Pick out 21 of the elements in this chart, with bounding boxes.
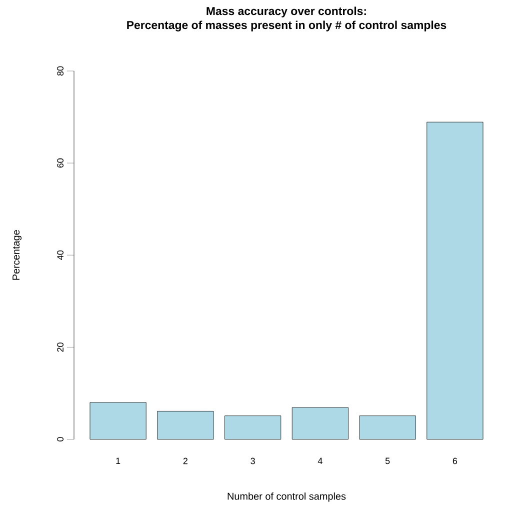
bar — [157, 411, 214, 440]
x-tick-label: 1 — [116, 458, 120, 464]
x-tick-label: 6 — [452, 458, 458, 464]
x-tick-label: 5 — [385, 458, 390, 464]
chart-subtitle: Percentage of masses present in only # of control samples — [127, 20, 446, 32]
bar — [359, 416, 416, 440]
y-tick-label: 20 — [57, 342, 64, 352]
y-tick-label: 40 — [57, 250, 64, 260]
y-tick-label: 0 — [57, 437, 64, 442]
y-axis-title: Percentage — [12, 230, 22, 280]
x-tick-label: 2 — [183, 458, 188, 464]
chart-title: Mass accuracy over controls: — [206, 6, 366, 18]
x-tick-label: 3 — [250, 458, 255, 464]
y-tick-label: 80 — [57, 66, 64, 76]
y-tick-label: 60 — [57, 158, 64, 168]
x-tick-label: 4 — [318, 458, 322, 464]
bar — [292, 407, 348, 440]
bar — [90, 402, 146, 440]
x-axis-title: Number of control samples — [228, 492, 346, 502]
bar — [224, 416, 282, 440]
bar — [426, 122, 484, 440]
